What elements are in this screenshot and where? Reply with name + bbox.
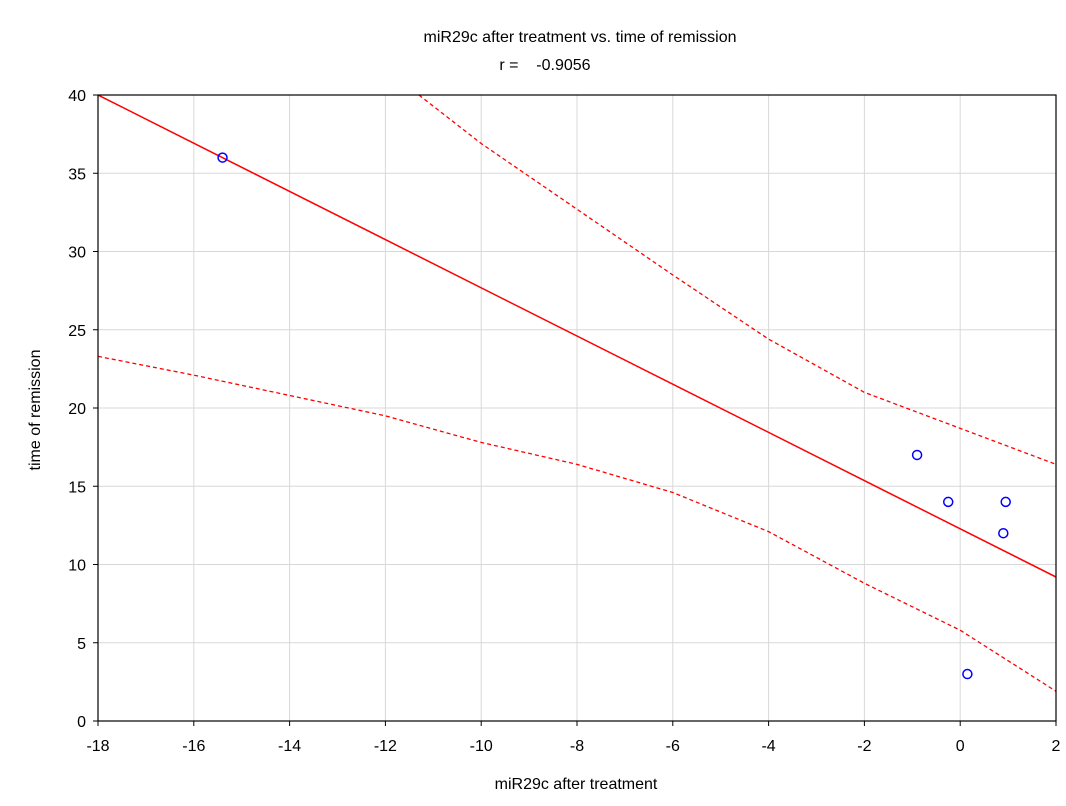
y-tick-label: 40 — [68, 88, 86, 105]
y-tick-label: 10 — [68, 558, 86, 575]
data-points — [217, 152, 1011, 680]
axis-ticks: -18 -16 -14 -12 -10 -8 -6 -4 -2 0 2051015202530354… — [68, 88, 1060, 755]
chart-subtitle: r = -0.9056 — [499, 57, 590, 74]
x-tick-label: 0 — [956, 738, 965, 755]
x-tick-label: -18 — [86, 738, 109, 755]
x-tick-label: -6 — [666, 738, 680, 755]
regression-line — [98, 95, 1056, 578]
y-tick-label: 20 — [68, 401, 86, 418]
y-tick-label: 0 — [77, 714, 86, 731]
x-tick-label: -12 — [374, 738, 397, 755]
y-tick-label: 35 — [68, 166, 86, 183]
x-tick-label: -8 — [570, 738, 584, 755]
x-tick-label: -4 — [761, 738, 775, 755]
chart-title: miR29c after treatment vs. time of remis… — [424, 29, 737, 46]
grid — [97, 94, 1057, 722]
fit-lines — [98, 95, 1056, 692]
data-point — [911, 449, 923, 461]
x-tick-label: -2 — [857, 738, 871, 755]
y-tick-label: 25 — [68, 323, 86, 340]
data-point — [962, 668, 973, 680]
x-tick-label: -14 — [278, 738, 301, 755]
y-tick-label: 15 — [68, 479, 86, 496]
confidence-band-lower — [98, 355, 1056, 692]
data-point — [942, 496, 954, 508]
x-tick-label: -10 — [470, 738, 493, 755]
data-point — [998, 527, 1009, 539]
y-tick-label: 30 — [68, 245, 86, 262]
data-point — [1000, 496, 1011, 508]
data-point — [217, 152, 228, 163]
x-axis-label: miR29c after treatment — [495, 776, 658, 793]
y-axis-label: time of remission — [27, 350, 44, 471]
x-tick-label: 2 — [1052, 738, 1061, 755]
x-tick-label: -16 — [182, 738, 205, 755]
confidence-band-upper — [418, 95, 1056, 465]
y-tick-label: 5 — [77, 636, 86, 653]
